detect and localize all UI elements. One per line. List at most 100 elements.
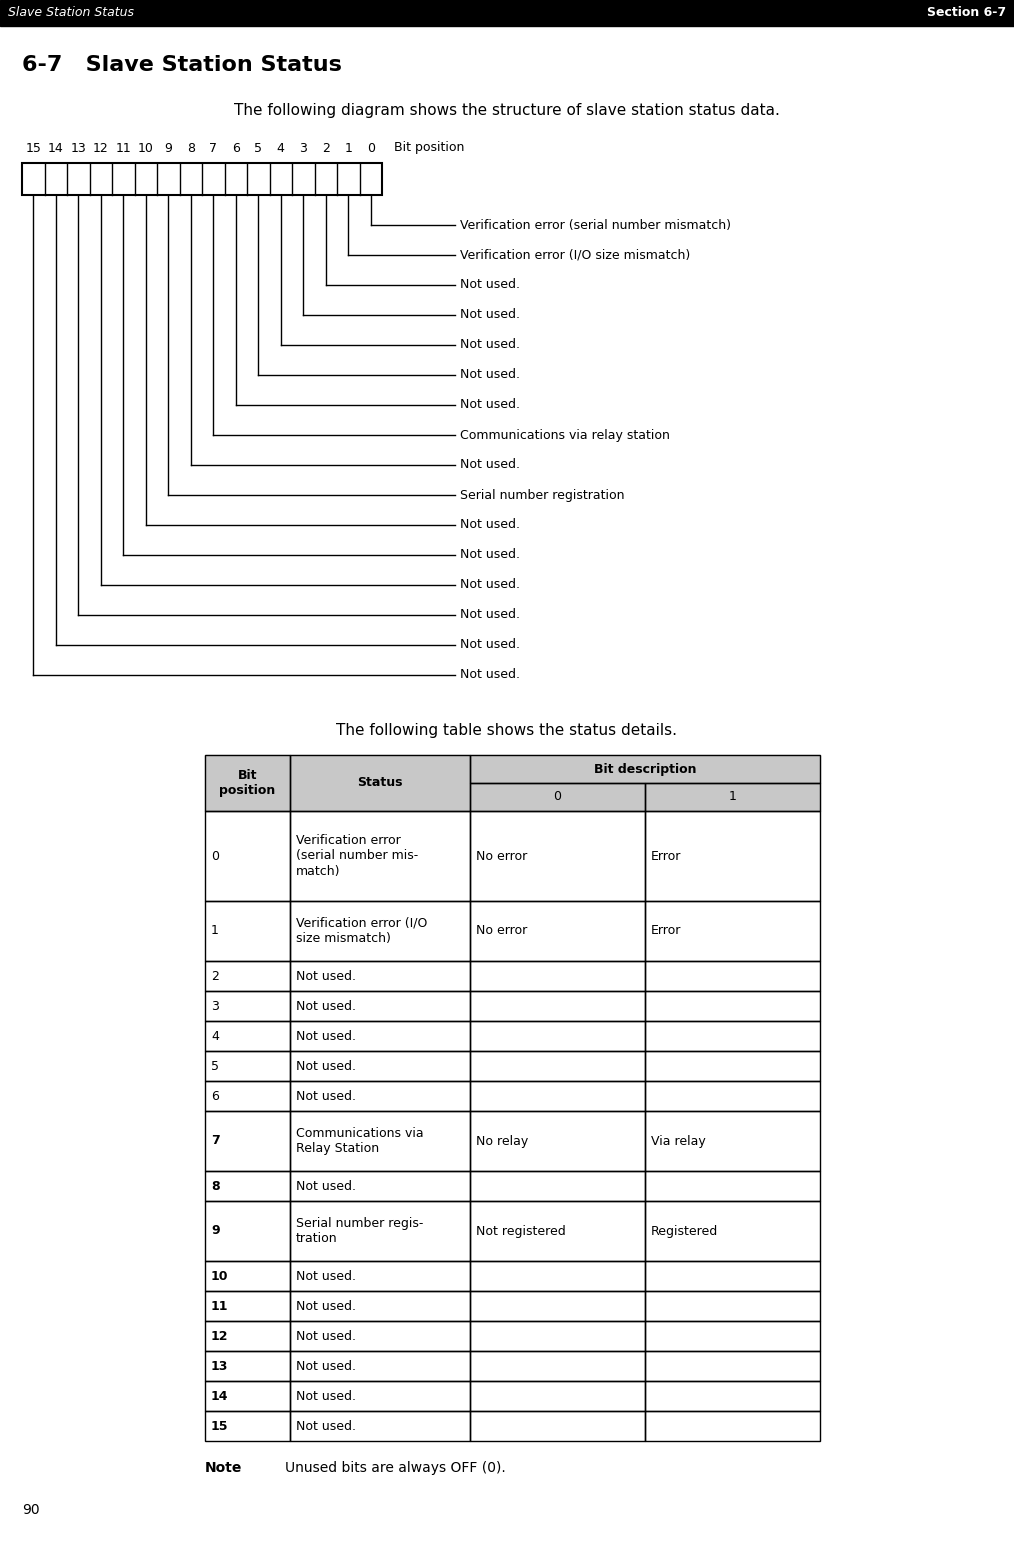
Text: 12: 12 xyxy=(211,1330,228,1342)
Text: Verification error (I/O size mismatch): Verification error (I/O size mismatch) xyxy=(460,248,691,261)
Text: 6: 6 xyxy=(232,142,239,154)
Text: Not used.: Not used. xyxy=(296,1359,356,1373)
Text: Not used.: Not used. xyxy=(460,309,520,321)
Bar xyxy=(290,1381,470,1410)
Bar xyxy=(645,812,820,901)
Bar xyxy=(645,782,820,812)
Bar xyxy=(205,1200,290,1261)
Bar xyxy=(290,1291,470,1321)
Text: 13: 13 xyxy=(70,142,86,154)
Text: 5: 5 xyxy=(211,1060,219,1072)
Text: Not registered: Not registered xyxy=(476,1225,566,1237)
Text: Unused bits are always OFF (0).: Unused bits are always OFF (0). xyxy=(285,1461,506,1475)
Text: 15: 15 xyxy=(211,1420,228,1432)
Text: Error: Error xyxy=(651,850,681,863)
Text: Not used.: Not used. xyxy=(460,369,520,381)
Bar xyxy=(645,1291,820,1321)
Text: 9: 9 xyxy=(164,142,172,154)
Bar xyxy=(205,1381,290,1410)
Bar xyxy=(205,1021,290,1051)
Bar xyxy=(470,1021,645,1051)
Bar xyxy=(470,1111,645,1171)
Bar xyxy=(290,1200,470,1261)
Bar xyxy=(470,1352,645,1381)
Text: 1: 1 xyxy=(211,924,219,938)
Bar xyxy=(205,1051,290,1082)
Bar xyxy=(0,0,1014,26)
Bar xyxy=(290,1410,470,1441)
Text: Not used.: Not used. xyxy=(460,398,520,412)
Bar xyxy=(290,1111,470,1171)
Text: Not used.: Not used. xyxy=(296,1000,356,1012)
Text: Communications via relay station: Communications via relay station xyxy=(460,429,670,441)
Text: Not used.: Not used. xyxy=(460,608,520,622)
Bar xyxy=(470,1410,645,1441)
Text: Verification error (I/O
size mismatch): Verification error (I/O size mismatch) xyxy=(296,917,427,944)
Bar xyxy=(470,1051,645,1082)
Bar xyxy=(205,1171,290,1200)
Text: Not used.: Not used. xyxy=(296,1179,356,1193)
Text: 10: 10 xyxy=(138,142,154,154)
Text: 7: 7 xyxy=(211,1134,220,1148)
Text: 0: 0 xyxy=(367,142,375,154)
Bar xyxy=(645,1321,820,1352)
Text: Not used.: Not used. xyxy=(296,1270,356,1282)
Text: Not used.: Not used. xyxy=(296,1089,356,1103)
Bar xyxy=(205,901,290,961)
Bar xyxy=(205,1261,290,1291)
Text: Bit description: Bit description xyxy=(594,762,697,776)
Text: 8: 8 xyxy=(211,1179,220,1193)
Text: Verification error (serial number mismatch): Verification error (serial number mismat… xyxy=(460,219,731,231)
Text: 1: 1 xyxy=(345,142,352,154)
Text: Status: Status xyxy=(357,776,403,790)
Bar xyxy=(290,1082,470,1111)
Bar xyxy=(470,812,645,901)
Bar xyxy=(645,1171,820,1200)
Text: 15: 15 xyxy=(25,142,42,154)
Text: Not used.: Not used. xyxy=(460,278,520,292)
Bar xyxy=(470,961,645,991)
Text: Not used.: Not used. xyxy=(460,518,520,531)
Text: 1: 1 xyxy=(729,790,736,804)
Text: Not used.: Not used. xyxy=(460,639,520,651)
Bar xyxy=(290,1321,470,1352)
Bar xyxy=(290,1261,470,1291)
Bar xyxy=(290,901,470,961)
Text: The following table shows the status details.: The following table shows the status det… xyxy=(337,724,677,738)
Bar xyxy=(470,901,645,961)
Text: 90: 90 xyxy=(22,1503,40,1517)
Bar xyxy=(645,1051,820,1082)
Text: 14: 14 xyxy=(48,142,64,154)
Text: Not used.: Not used. xyxy=(460,579,520,591)
Bar xyxy=(205,961,290,991)
Bar xyxy=(290,1352,470,1381)
Bar xyxy=(290,1171,470,1200)
Text: Error: Error xyxy=(651,924,681,938)
Bar xyxy=(645,991,820,1021)
Text: Note: Note xyxy=(205,1461,242,1475)
Text: Not used.: Not used. xyxy=(296,1060,356,1072)
Text: 11: 11 xyxy=(116,142,131,154)
Text: Not used.: Not used. xyxy=(296,1029,356,1043)
Bar xyxy=(470,1082,645,1111)
Text: Not used.: Not used. xyxy=(296,1420,356,1432)
Bar xyxy=(645,1082,820,1111)
Bar xyxy=(205,1352,290,1381)
Bar xyxy=(470,755,820,782)
Bar xyxy=(470,1321,645,1352)
Bar xyxy=(205,1410,290,1441)
Text: 6-7   Slave Station Status: 6-7 Slave Station Status xyxy=(22,56,342,76)
Bar xyxy=(205,755,290,812)
Text: Not used.: Not used. xyxy=(296,1330,356,1342)
Text: No error: No error xyxy=(476,850,527,863)
Bar xyxy=(470,782,645,812)
Bar xyxy=(205,755,290,812)
Bar xyxy=(205,1082,290,1111)
Text: Bit
position: Bit position xyxy=(219,768,276,798)
Bar xyxy=(290,1021,470,1051)
Bar xyxy=(470,1261,645,1291)
Text: 10: 10 xyxy=(211,1270,228,1282)
Text: 12: 12 xyxy=(93,142,108,154)
Bar xyxy=(645,1200,820,1261)
Bar xyxy=(645,1352,820,1381)
